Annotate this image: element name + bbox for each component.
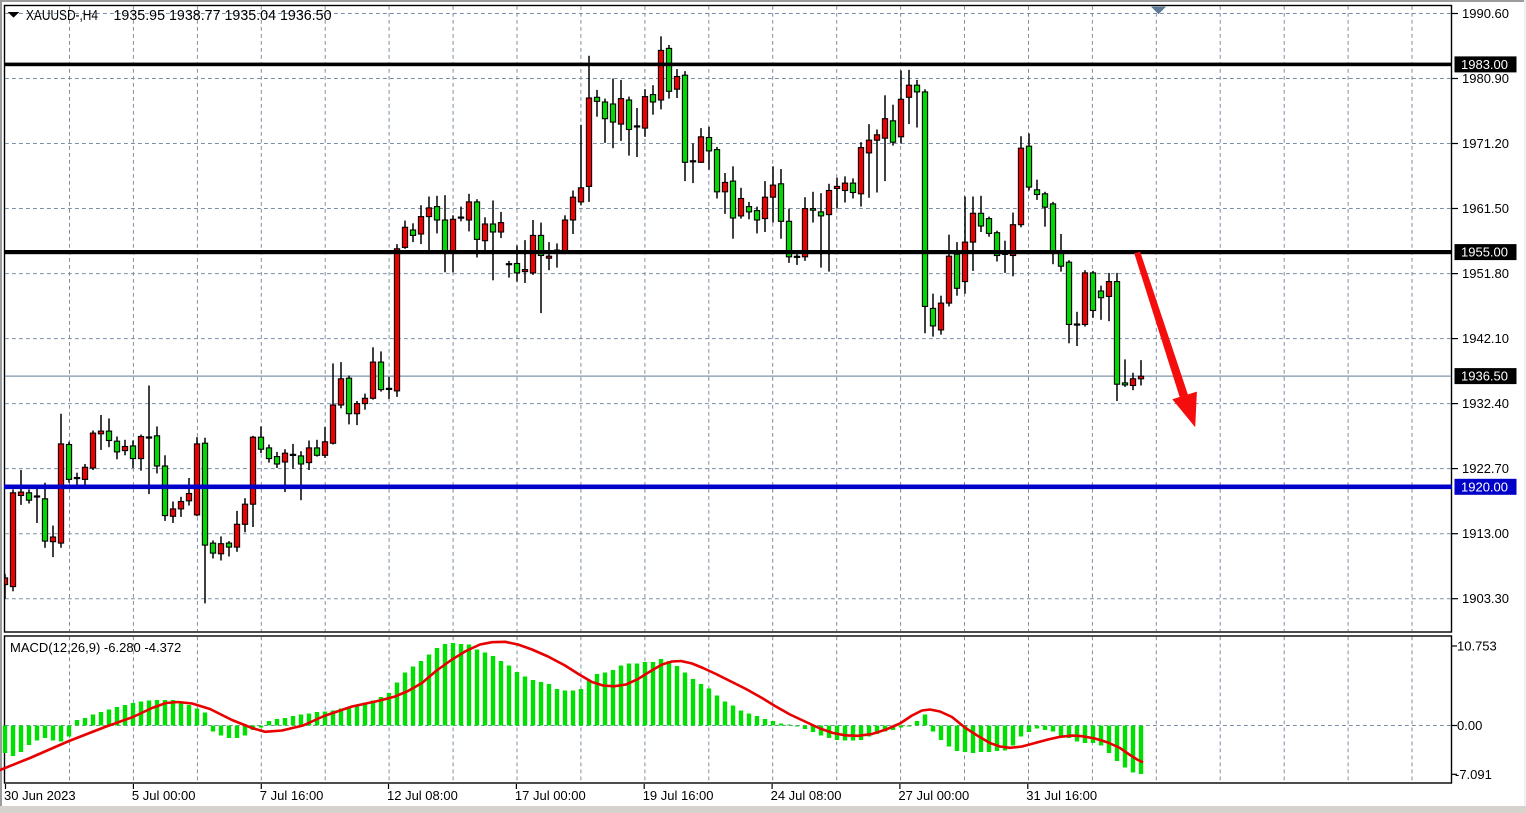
svg-text:1971.20: 1971.20 [1462, 136, 1509, 151]
svg-text:1983.00: 1983.00 [1461, 57, 1508, 72]
svg-text:-7.091: -7.091 [1455, 767, 1492, 782]
svg-text:1990.60: 1990.60 [1462, 6, 1509, 21]
svg-text:31 Jul 16:00: 31 Jul 16:00 [1026, 788, 1097, 803]
svg-text:XAUUSD-,H4: XAUUSD-,H4 [26, 7, 98, 24]
svg-text:10.753: 10.753 [1457, 639, 1497, 654]
svg-text:1922.70: 1922.70 [1462, 461, 1509, 476]
svg-text:1980.90: 1980.90 [1462, 71, 1509, 86]
svg-text:1920.00: 1920.00 [1461, 479, 1508, 494]
svg-text:MACD(12,26,9) -6.280 -4.372: MACD(12,26,9) -6.280 -4.372 [10, 640, 181, 655]
svg-text:24 Jul 08:00: 24 Jul 08:00 [771, 788, 842, 803]
svg-text:1951.80: 1951.80 [1462, 266, 1509, 281]
svg-text:1903.30: 1903.30 [1462, 591, 1509, 606]
svg-text:19 Jul 16:00: 19 Jul 16:00 [643, 788, 714, 803]
svg-text:27 Jul 00:00: 27 Jul 00:00 [898, 788, 969, 803]
svg-text:1955.00: 1955.00 [1461, 245, 1508, 260]
svg-text:0.00: 0.00 [1457, 718, 1482, 733]
svg-text:1935.95 1938.77 1935.04 1936.5: 1935.95 1938.77 1935.04 1936.50 [114, 7, 332, 24]
svg-text:1932.40: 1932.40 [1462, 396, 1509, 411]
svg-text:1942.10: 1942.10 [1462, 331, 1509, 346]
svg-text:30 Jun 2023: 30 Jun 2023 [4, 788, 76, 803]
svg-text:5 Jul 00:00: 5 Jul 00:00 [132, 788, 196, 803]
svg-text:1961.50: 1961.50 [1462, 201, 1509, 216]
svg-text:7 Jul 16:00: 7 Jul 16:00 [260, 788, 324, 803]
svg-text:12 Jul 08:00: 12 Jul 08:00 [387, 788, 458, 803]
svg-text:1936.50: 1936.50 [1461, 369, 1508, 384]
svg-text:17 Jul 00:00: 17 Jul 00:00 [515, 788, 586, 803]
svg-text:1913.00: 1913.00 [1462, 526, 1509, 541]
